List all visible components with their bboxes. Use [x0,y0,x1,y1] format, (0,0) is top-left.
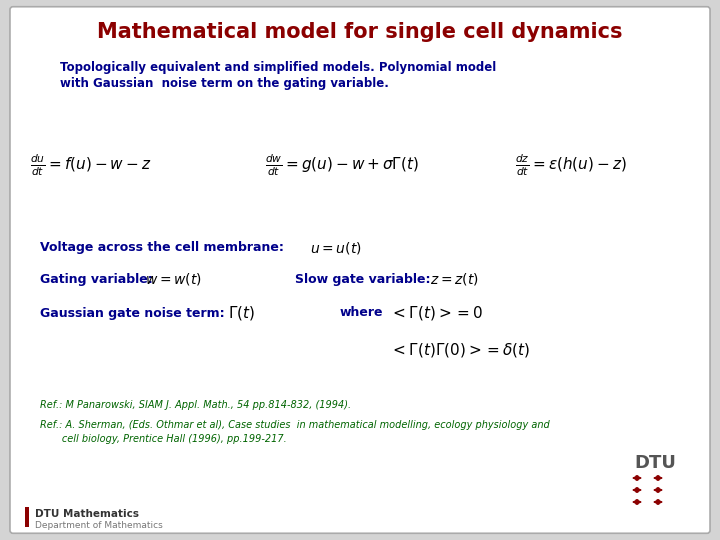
Text: cell biology, Prentice Hall (1996), pp.199-217.: cell biology, Prentice Hall (1996), pp.1… [40,434,287,444]
Text: $z = z(t)$: $z = z(t)$ [430,271,479,287]
Text: where: where [340,307,384,320]
Text: DTU: DTU [634,454,676,472]
Text: DTU Mathematics: DTU Mathematics [35,509,139,519]
Text: with Gaussian  noise term on the gating variable.: with Gaussian noise term on the gating v… [60,78,389,91]
Text: Ref.: A. Sherman, (Eds. Othmar et al), Case studies  in mathematical modelling, : Ref.: A. Sherman, (Eds. Othmar et al), C… [40,420,550,430]
Bar [25,507,29,527]
Text: $\frac{dw}{dt} = g(u)-w+\sigma\Gamma(t)$: $\frac{dw}{dt} = g(u)-w+\sigma\Gamma(t)$ [265,152,419,178]
FancyBboxPatch shape [10,6,710,534]
Text: $<\Gamma(t)\Gamma(0)>=\delta(t)$: $<\Gamma(t)\Gamma(0)>=\delta(t)$ [390,341,531,359]
Text: $u = u(t)$: $u = u(t)$ [310,240,361,256]
Text: Slow gate variable:: Slow gate variable: [295,273,431,286]
Text: $\frac{du}{dt} = f(u)-w-z$: $\frac{du}{dt} = f(u)-w-z$ [30,152,151,178]
Text: $\Gamma(t)$: $\Gamma(t)$ [228,304,255,322]
Text: Department of Mathematics: Department of Mathematics [35,522,163,530]
Text: Topologically equivalent and simplified models. Polynomial model: Topologically equivalent and simplified … [60,62,496,75]
Text: Ref.: M Panarowski, SIAM J. Appl. Math., 54 pp.814-832, (1994).: Ref.: M Panarowski, SIAM J. Appl. Math.,… [40,400,351,410]
Text: $w = w(t)$: $w = w(t)$ [145,271,202,287]
Text: Gating variable:: Gating variable: [40,273,153,286]
Text: Mathematical model for single cell dynamics: Mathematical model for single cell dynam… [97,22,623,42]
Text: Gaussian gate noise term:: Gaussian gate noise term: [40,307,225,320]
Text: $<\Gamma(t)>=0$: $<\Gamma(t)>=0$ [390,304,483,322]
Text: Voltage across the cell membrane:: Voltage across the cell membrane: [40,241,284,254]
Text: $\frac{dz}{dt} = \varepsilon(h(u)-z)$: $\frac{dz}{dt} = \varepsilon(h(u)-z)$ [515,152,626,178]
